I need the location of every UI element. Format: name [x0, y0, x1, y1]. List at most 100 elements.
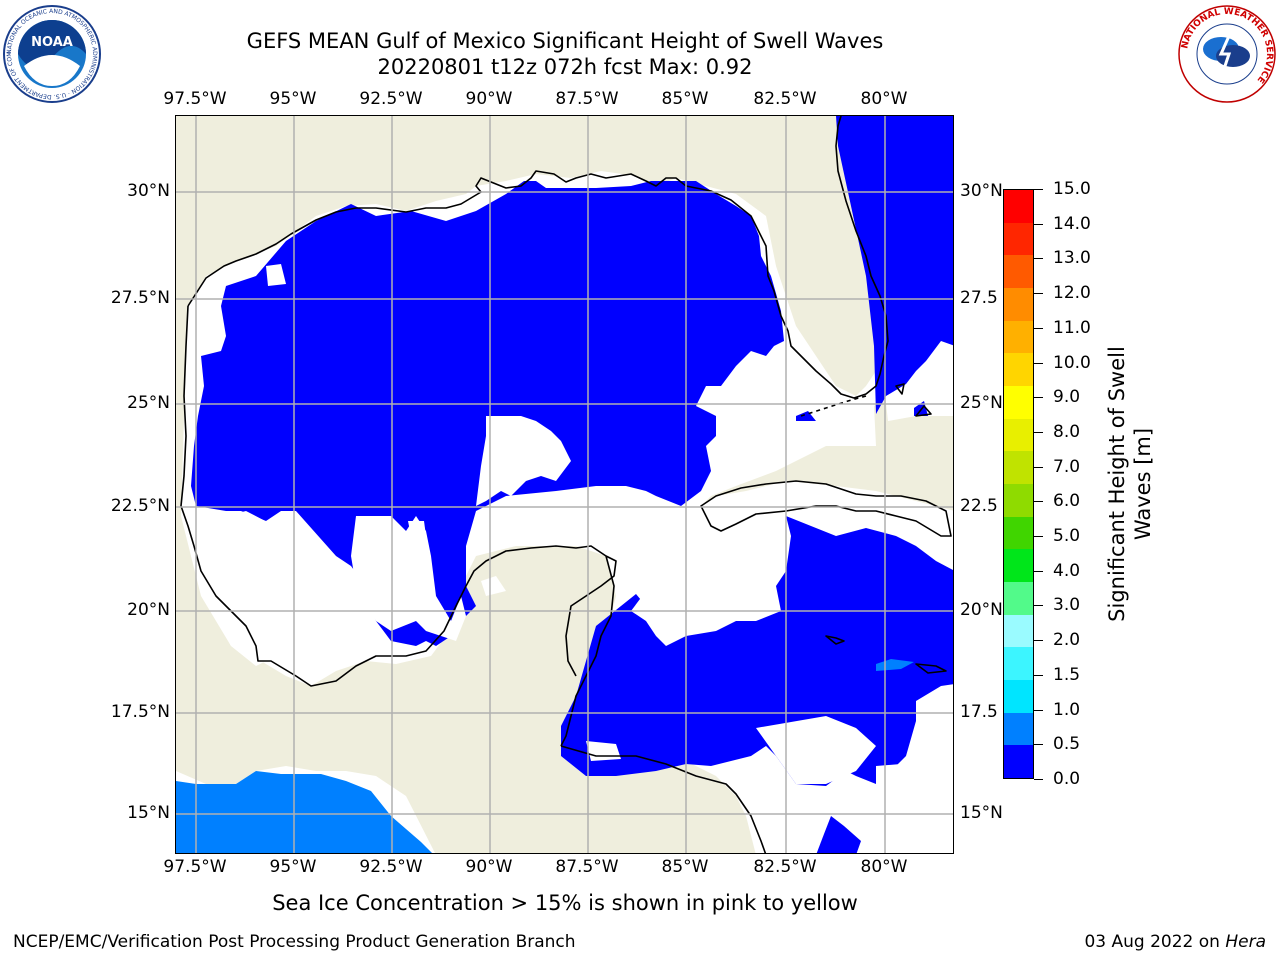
lon-label-bottom: 80°W [860, 857, 908, 877]
us-gulf-coast [187, 116, 889, 399]
colorbar-segment [1004, 712, 1033, 746]
colorbar-segment [1004, 451, 1033, 484]
colorbar-tick-label: 1.5 [1053, 664, 1081, 685]
colorbar-tick-label: 9.0 [1053, 387, 1081, 408]
lon-label-top: 82.5°W [753, 89, 817, 109]
colorbar-tick-mark [1034, 258, 1043, 260]
colorbar-tick-label: 10.0 [1053, 352, 1091, 373]
colorbar-tick-label: 3.0 [1053, 595, 1081, 616]
yucatan-east-coast [565, 555, 617, 677]
lon-label-bottom: 82.5°W [753, 857, 817, 877]
lon-label-bottom: 87.5°W [555, 857, 619, 877]
colorbar-tick-label: 0.5 [1053, 734, 1081, 755]
lat-label-right: 17.5 [960, 702, 998, 722]
colorbar-tick-label: 8.0 [1053, 421, 1081, 442]
colorbar-tick-mark [1034, 223, 1043, 225]
colorbar-label-line2: Waves [m] [1131, 427, 1155, 541]
map-canvas [176, 116, 953, 853]
colorbar-tick-mark [1034, 605, 1043, 607]
colorbar-tick-mark [1034, 570, 1043, 572]
gulf-of-mexico-map [175, 115, 954, 854]
lat-label-right: 27.5 [960, 288, 998, 308]
colorbar-tick-label: 12.0 [1053, 283, 1091, 304]
colorbar-segment [1004, 189, 1033, 223]
lat-label-left: 30°N [127, 181, 170, 201]
colorbar-segment [1004, 614, 1033, 648]
colorbar-segment [1004, 549, 1033, 582]
colorbar-segment [1004, 516, 1033, 550]
map-subtitle: 20220801 t12z 072h fcst Max: 0.92 [377, 55, 753, 79]
noaa-logo: NATIONAL OCEANIC AND ATMOSPHERIC ADMINIS… [2, 4, 101, 103]
colorbar-segment [1004, 287, 1033, 321]
lon-label-bottom: 90°W [465, 857, 513, 877]
colorbar-tick-mark [1034, 744, 1043, 746]
colorbar-tick-label: 6.0 [1053, 491, 1081, 512]
lat-label-right: 30°N [960, 181, 1003, 201]
lon-label-top: 97.5°W [163, 89, 227, 109]
keys-coast [800, 395, 867, 417]
lon-label-top: 80°W [860, 89, 908, 109]
colorbar-tick-mark [1034, 779, 1043, 780]
colorbar-tick-mark [1034, 397, 1043, 399]
colorbar [1003, 189, 1034, 779]
coastlines [180, 116, 952, 853]
lon-label-bottom: 97.5°W [163, 857, 227, 877]
lon-label-bottom: 92.5°W [359, 857, 423, 877]
map-title: GEFS MEAN Gulf of Mexico Significant Hei… [246, 29, 884, 53]
footer-branch: NCEP/EMC/Verification Post Processing Pr… [13, 932, 576, 952]
colorbar-tick-label: 5.0 [1053, 526, 1081, 547]
lat-label-left: 15°N [127, 803, 170, 823]
colorbar-tick-label: 15.0 [1053, 179, 1091, 199]
colorbar-segment [1004, 647, 1033, 680]
colorbar-segment [1004, 222, 1033, 256]
bahamas-coast [895, 383, 932, 417]
colorbar-tick-mark [1034, 362, 1043, 364]
footer-date: 03 Aug 2022 on Hera [1084, 932, 1266, 952]
lon-label-top: 87.5°W [555, 89, 619, 109]
lat-label-left: 22.5°N [110, 496, 170, 516]
colorbar-tick-label: 7.0 [1053, 456, 1081, 477]
colorbar-tick-label: 11.0 [1053, 317, 1091, 338]
colorbar-tick-label: 13.0 [1053, 248, 1091, 269]
footer-host: Hera [1225, 932, 1266, 952]
noaa-logo-text: NOAA [31, 35, 73, 50]
lon-label-top: 95°W [269, 89, 317, 109]
colorbar-segment [1004, 353, 1033, 386]
colorbar-tick-label: 1.0 [1053, 699, 1081, 720]
central-america-coast [560, 745, 767, 853]
graticule [176, 116, 953, 853]
lat-label-left: 17.5°N [110, 702, 170, 722]
swell-field-0-0.5m [191, 116, 953, 853]
colorbar-segment [1004, 320, 1033, 354]
nws-logo: NATIONAL WEATHER SERVICE [1178, 5, 1276, 103]
colorbar-tick-mark [1034, 709, 1043, 711]
colorbar-tick-mark [1034, 674, 1043, 676]
colorbar-tick-mark [1034, 466, 1043, 468]
colorbar-tick-mark [1034, 327, 1043, 329]
lon-label-bottom: 95°W [269, 857, 317, 877]
lon-label-top: 90°W [465, 89, 513, 109]
colorbar-tick-mark [1034, 431, 1043, 433]
colorbar-tick-label: 2.0 [1053, 630, 1081, 651]
colorbar-segment [1004, 745, 1033, 778]
colorbar-segment [1004, 385, 1033, 419]
lat-label-right: 22.5 [960, 496, 998, 516]
jamaica-coast [915, 663, 947, 674]
colorbar-tick-label: 14.0 [1053, 213, 1091, 234]
colorbar-tick-mark [1034, 293, 1043, 295]
colorbar-segment [1004, 581, 1033, 615]
lat-label-left: 27.5°N [110, 288, 170, 308]
colorbar-segment [1004, 679, 1033, 713]
lat-label-left: 25°N [127, 393, 170, 413]
lon-label-top: 92.5°W [359, 89, 423, 109]
colorbar-segment [1004, 418, 1033, 452]
colorbar-tick-mark [1034, 189, 1043, 190]
lat-label-left: 20°N [127, 600, 170, 620]
lon-label-bottom: 85°W [661, 857, 709, 877]
hispaniola-coast [825, 635, 845, 645]
mexico-coast [180, 305, 615, 747]
colorbar-segment [1004, 483, 1033, 517]
lat-label-right: 15°N [960, 803, 1003, 823]
colorbar-tick-label: 4.0 [1053, 560, 1081, 581]
colorbar-tick-mark [1034, 501, 1043, 503]
